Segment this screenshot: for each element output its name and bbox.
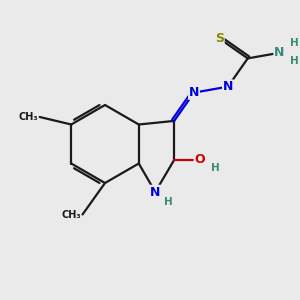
Text: N: N: [150, 185, 160, 199]
Text: H: H: [290, 56, 299, 66]
Text: CH₃: CH₃: [61, 209, 81, 220]
Text: H: H: [290, 38, 299, 48]
Text: H: H: [164, 196, 173, 207]
Text: O: O: [194, 153, 205, 167]
Text: H: H: [211, 163, 220, 173]
Text: S: S: [215, 32, 224, 45]
Text: N: N: [189, 86, 199, 99]
Text: N: N: [274, 46, 284, 59]
Text: N: N: [223, 80, 233, 93]
Text: CH₃: CH₃: [19, 112, 38, 122]
